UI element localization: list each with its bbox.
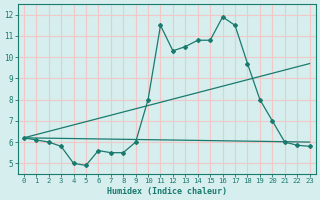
X-axis label: Humidex (Indice chaleur): Humidex (Indice chaleur) [107,187,227,196]
